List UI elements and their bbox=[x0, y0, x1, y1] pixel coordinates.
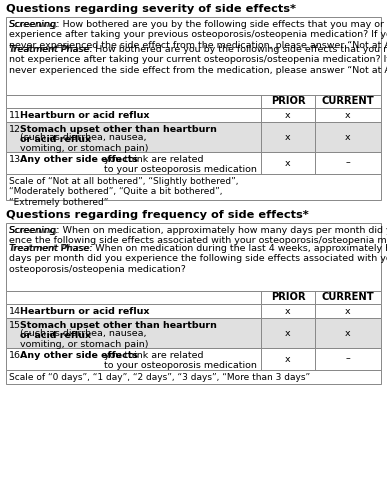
Bar bbox=[6, 348, 381, 370]
Text: 13.: 13. bbox=[9, 155, 24, 164]
Text: Screening:: Screening: bbox=[9, 226, 60, 235]
Text: x: x bbox=[285, 328, 291, 338]
Text: PRIOR: PRIOR bbox=[271, 96, 305, 106]
Text: you think are related
to your osteoporosis medication: you think are related to your osteoporos… bbox=[104, 351, 257, 370]
Bar bbox=[6, 291, 381, 304]
Text: (such as diarrhea, nausea,
vomiting, or stomach pain): (such as diarrhea, nausea, vomiting, or … bbox=[20, 329, 149, 348]
Text: Scale of “0 days”, “1 day”, “2 days”, “3 days”, “More than 3 days”: Scale of “0 days”, “1 day”, “2 days”, “3… bbox=[9, 372, 310, 382]
Text: Treatment Phase: When on medication during the last 4 weeks, approximately how m: Treatment Phase: When on medication duri… bbox=[9, 244, 387, 274]
Text: 15.: 15. bbox=[9, 321, 24, 330]
Bar bbox=[6, 95, 381, 108]
Text: x: x bbox=[285, 110, 291, 120]
Text: x: x bbox=[345, 132, 351, 141]
Text: –: – bbox=[346, 354, 350, 364]
Text: 12.: 12. bbox=[9, 125, 24, 134]
Bar bbox=[6, 304, 381, 318]
Text: x: x bbox=[285, 158, 291, 168]
Text: Heartburn or acid reflux: Heartburn or acid reflux bbox=[20, 307, 149, 316]
Text: x: x bbox=[285, 354, 291, 364]
Text: Scale of “Not at all bothered”, “Slightly bothered”,
“Moderately bothered”, “Qui: Scale of “Not at all bothered”, “Slightl… bbox=[9, 177, 238, 207]
Text: Treatment Phase:: Treatment Phase: bbox=[9, 244, 93, 253]
Text: 16.: 16. bbox=[9, 351, 24, 360]
Text: CURRENT: CURRENT bbox=[322, 96, 374, 106]
Bar bbox=[6, 223, 381, 291]
Text: Stomach upset other than heartburn
or acid reflux: Stomach upset other than heartburn or ac… bbox=[20, 321, 217, 340]
Text: Treatment Phase:: Treatment Phase: bbox=[9, 45, 93, 54]
Text: Screening:: Screening: bbox=[9, 20, 60, 29]
Text: –: – bbox=[346, 158, 350, 168]
Text: Screening: When on medication, approximately how many days per month did you exp: Screening: When on medication, approxima… bbox=[9, 226, 387, 246]
Text: Heartburn or acid reflux: Heartburn or acid reflux bbox=[20, 111, 149, 120]
Bar bbox=[6, 108, 381, 122]
Bar bbox=[6, 370, 381, 384]
Text: 11.: 11. bbox=[9, 111, 24, 120]
Text: x: x bbox=[285, 132, 291, 141]
Bar bbox=[6, 122, 381, 152]
Bar bbox=[6, 152, 381, 174]
Text: (such as diarrhea, nausea,
vomiting, or stomach pain): (such as diarrhea, nausea, vomiting, or … bbox=[20, 133, 149, 152]
Text: x: x bbox=[285, 306, 291, 316]
Text: 14.: 14. bbox=[9, 307, 24, 316]
Bar bbox=[6, 174, 381, 200]
Text: Screening: How bothered are you by the following side effects that you may or ma: Screening: How bothered are you by the f… bbox=[9, 20, 387, 50]
Text: CURRENT: CURRENT bbox=[322, 292, 374, 302]
Text: Any other side effects: Any other side effects bbox=[20, 351, 138, 360]
Text: x: x bbox=[345, 328, 351, 338]
Text: you think are related
to your osteoporosis medication: you think are related to your osteoporos… bbox=[104, 155, 257, 174]
Text: Questions regarding frequency of side effects*: Questions regarding frequency of side ef… bbox=[6, 210, 309, 220]
Text: Stomach upset other than heartburn
or acid reflux: Stomach upset other than heartburn or ac… bbox=[20, 125, 217, 144]
Bar bbox=[6, 17, 381, 95]
Text: PRIOR: PRIOR bbox=[271, 292, 305, 302]
Text: x: x bbox=[345, 306, 351, 316]
Text: Any other side effects: Any other side effects bbox=[20, 155, 138, 164]
Text: x: x bbox=[345, 110, 351, 120]
Text: Questions regarding severity of side effects*: Questions regarding severity of side eff… bbox=[6, 4, 296, 14]
Text: Treatment Phase: How bothered are you by the following side effects that you may: Treatment Phase: How bothered are you by… bbox=[9, 45, 387, 75]
Bar bbox=[6, 318, 381, 348]
